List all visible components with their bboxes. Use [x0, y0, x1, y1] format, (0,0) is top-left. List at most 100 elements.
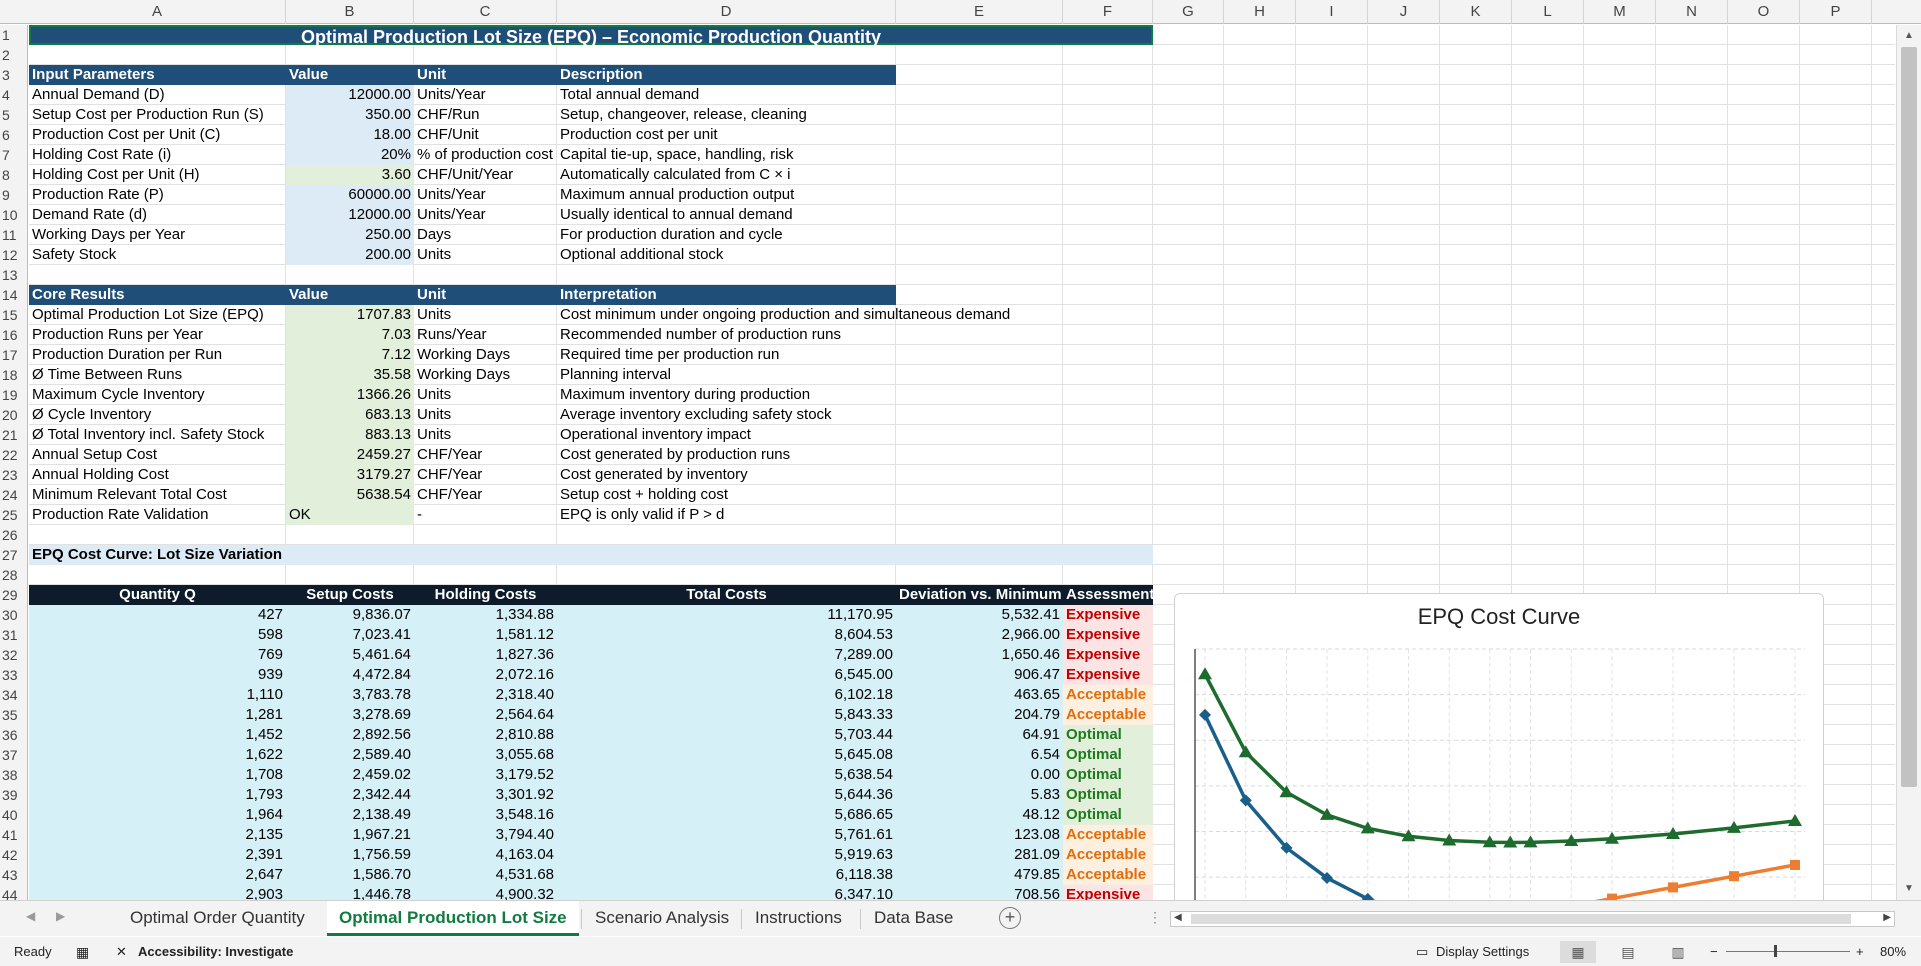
- curve-cell[interactable]: 8,604.53: [557, 625, 896, 645]
- result-interpretation[interactable]: Recommended number of production runs: [560, 326, 841, 343]
- sheet-tab-4[interactable]: Data Base: [874, 908, 954, 927]
- result-interpretation[interactable]: Cost generated by inventory: [560, 466, 748, 483]
- row-header[interactable]: 34: [2, 687, 18, 703]
- input-unit[interactable]: CHF/Run: [417, 106, 480, 123]
- curve-cell[interactable]: 1,827.36: [414, 645, 557, 665]
- assessment-badge[interactable]: Expensive: [1063, 645, 1153, 665]
- row-header[interactable]: 8: [2, 167, 10, 183]
- input-label[interactable]: Annual Demand (D): [32, 86, 165, 103]
- vertical-scroll-thumb[interactable]: [1901, 47, 1917, 787]
- column-header-h[interactable]: H: [1224, 0, 1296, 24]
- result-unit[interactable]: Units: [417, 306, 452, 323]
- input-header-cell[interactable]: Unit: [414, 65, 557, 85]
- curve-cell[interactable]: 1,281: [29, 705, 286, 725]
- row-header[interactable]: 28: [2, 567, 18, 583]
- zoom-out-icon[interactable]: −: [1710, 944, 1718, 959]
- column-header-i[interactable]: I: [1296, 0, 1368, 24]
- input-label[interactable]: Working Days per Year: [32, 226, 186, 243]
- curve-header-cell[interactable]: Total Costs: [557, 585, 896, 605]
- curve-cell[interactable]: 1,708: [29, 765, 286, 785]
- result-unit[interactable]: Working Days: [417, 346, 511, 363]
- row-header[interactable]: 11: [2, 227, 17, 243]
- result-unit[interactable]: Units: [417, 406, 452, 423]
- row-header[interactable]: 9: [2, 187, 10, 203]
- input-unit[interactable]: % of production cost: [417, 146, 553, 163]
- add-sheet-icon[interactable]: +: [999, 907, 1021, 929]
- row-header[interactable]: 32: [2, 647, 18, 663]
- input-unit[interactable]: CHF/Unit/Year: [417, 166, 514, 183]
- result-label[interactable]: Optimal Production Lot Size (EPQ): [32, 306, 264, 323]
- curve-cell[interactable]: 6,118.38: [557, 865, 896, 885]
- curve-section-title[interactable]: EPQ Cost Curve: Lot Size Variation: [29, 545, 1153, 565]
- result-interpretation[interactable]: Planning interval: [560, 366, 671, 383]
- result-interpretation[interactable]: Cost minimum under ongoing production an…: [560, 306, 1011, 323]
- input-unit[interactable]: Units/Year: [417, 186, 486, 203]
- assessment-badge[interactable]: Acceptable: [1063, 825, 1153, 845]
- assessment-badge[interactable]: Optimal: [1063, 745, 1153, 765]
- input-description[interactable]: Usually identical to annual demand: [560, 206, 793, 223]
- page-break-view-icon[interactable]: ▥: [1671, 944, 1685, 960]
- curve-cell[interactable]: 123.08: [896, 825, 1063, 845]
- column-header-b[interactable]: B: [286, 0, 414, 24]
- result-value[interactable]: 1707.83: [286, 305, 414, 325]
- curve-cell[interactable]: 5,843.33: [557, 705, 896, 725]
- input-unit[interactable]: Units/Year: [417, 206, 486, 223]
- curve-cell[interactable]: 5,645.08: [557, 745, 896, 765]
- curve-cell[interactable]: 1,756.59: [286, 845, 414, 865]
- column-header-n[interactable]: N: [1656, 0, 1728, 24]
- input-value[interactable]: 60000.00: [286, 185, 414, 205]
- result-value[interactable]: 7.12: [286, 345, 414, 365]
- row-header[interactable]: 4: [2, 87, 10, 103]
- input-description[interactable]: Setup, changeover, release, cleaning: [560, 106, 807, 123]
- row-header[interactable]: 5: [2, 107, 10, 123]
- result-label[interactable]: Annual Setup Cost: [32, 446, 158, 463]
- curve-cell[interactable]: 3,179.52: [414, 765, 557, 785]
- result-value[interactable]: 7.03: [286, 325, 414, 345]
- curve-cell[interactable]: 5,919.63: [557, 845, 896, 865]
- column-header-e[interactable]: E: [896, 0, 1063, 24]
- row-header[interactable]: 16: [2, 327, 18, 343]
- curve-cell[interactable]: 1,446.78: [286, 885, 414, 900]
- curve-cell[interactable]: 2,138.49: [286, 805, 414, 825]
- result-unit[interactable]: -: [417, 506, 422, 523]
- input-label[interactable]: Holding Cost Rate (i): [32, 146, 172, 163]
- tab-prev-icon[interactable]: ◀: [26, 909, 36, 923]
- row-header[interactable]: 24: [2, 487, 18, 503]
- display-settings-icon[interactable]: ▭: [1416, 944, 1429, 959]
- row-header[interactable]: 15: [2, 307, 18, 323]
- row-header[interactable]: 22: [2, 447, 18, 463]
- curve-cell[interactable]: 3,301.92: [414, 785, 557, 805]
- input-label[interactable]: Safety Stock: [32, 246, 117, 263]
- result-unit[interactable]: Working Days: [417, 366, 511, 383]
- input-description[interactable]: Maximum annual production output: [560, 186, 795, 203]
- curve-cell[interactable]: 1,793: [29, 785, 286, 805]
- epq-cost-curve-chart[interactable]: EPQ Cost Curve: [1174, 593, 1824, 900]
- curve-cell[interactable]: 64.91: [896, 725, 1063, 745]
- input-description[interactable]: Capital tie-up, space, handling, risk: [560, 146, 794, 163]
- input-value[interactable]: 350.00: [286, 105, 414, 125]
- row-header[interactable]: 44: [2, 887, 18, 900]
- column-header-j[interactable]: J: [1368, 0, 1440, 24]
- accessibility-status[interactable]: Accessibility: Investigate: [138, 944, 294, 959]
- accessibility-icon[interactable]: ✕: [116, 944, 127, 959]
- row-header[interactable]: 27: [2, 547, 18, 563]
- result-value[interactable]: OK: [286, 505, 414, 525]
- result-interpretation[interactable]: Maximum inventory during production: [560, 386, 811, 403]
- curve-cell[interactable]: 204.79: [896, 705, 1063, 725]
- row-header[interactable]: 33: [2, 667, 18, 683]
- row-header[interactable]: 31: [2, 627, 18, 643]
- input-value[interactable]: 12000.00: [286, 205, 414, 225]
- input-label[interactable]: Setup Cost per Production Run (S): [32, 106, 264, 123]
- row-header[interactable]: 39: [2, 787, 18, 803]
- curve-cell[interactable]: 9,836.07: [286, 605, 414, 625]
- row-header[interactable]: 43: [2, 867, 18, 883]
- curve-cell[interactable]: 708.56: [896, 885, 1063, 900]
- result-label[interactable]: Maximum Cycle Inventory: [32, 386, 205, 403]
- result-unit[interactable]: Units: [417, 426, 452, 443]
- curve-header-cell[interactable]: Deviation vs. Minimum: [896, 585, 1063, 605]
- curve-cell[interactable]: 598: [29, 625, 286, 645]
- curve-cell[interactable]: 3,783.78: [286, 685, 414, 705]
- vertical-scrollbar[interactable]: ▲ ▼: [1896, 25, 1921, 900]
- row-header[interactable]: 21: [2, 427, 18, 443]
- zoom-level[interactable]: 80%: [1880, 944, 1907, 959]
